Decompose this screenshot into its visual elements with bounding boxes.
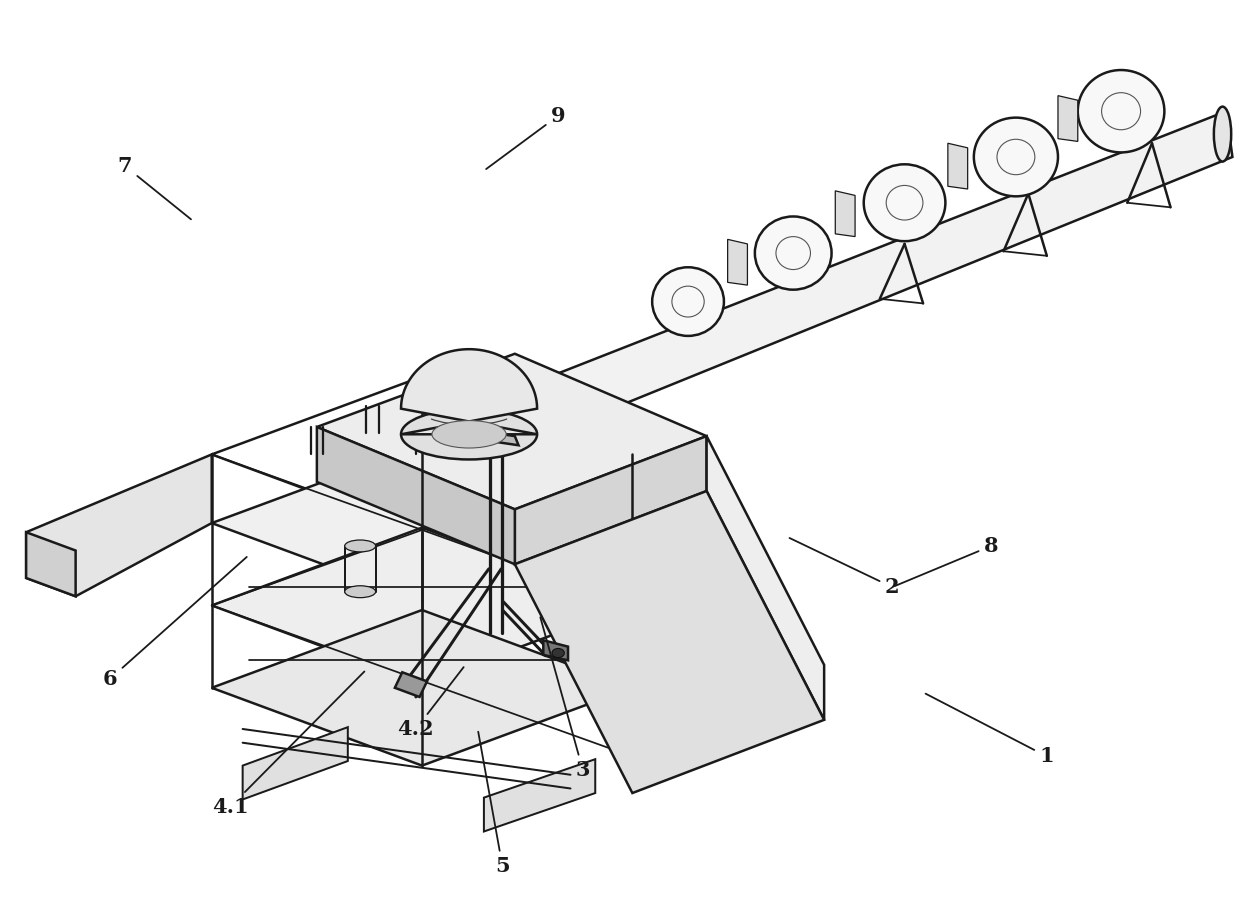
Ellipse shape [552, 648, 564, 657]
Text: 7: 7 [118, 156, 191, 219]
Ellipse shape [973, 118, 1058, 196]
Ellipse shape [652, 267, 724, 336]
Text: 4.2: 4.2 [398, 667, 464, 739]
Text: 8: 8 [895, 536, 998, 586]
Polygon shape [836, 191, 856, 237]
Polygon shape [26, 454, 212, 597]
Text: 6: 6 [103, 557, 247, 688]
Text: 5: 5 [479, 732, 510, 877]
Ellipse shape [1078, 70, 1164, 152]
Ellipse shape [864, 164, 945, 241]
Polygon shape [212, 445, 632, 601]
Polygon shape [707, 436, 825, 720]
Polygon shape [212, 528, 632, 683]
Text: 1: 1 [925, 694, 1054, 767]
Polygon shape [212, 610, 632, 766]
Ellipse shape [1214, 106, 1231, 162]
Polygon shape [543, 640, 568, 660]
Ellipse shape [345, 586, 376, 598]
Polygon shape [484, 431, 518, 445]
Polygon shape [515, 491, 825, 793]
Ellipse shape [345, 540, 376, 552]
Ellipse shape [755, 217, 832, 290]
Polygon shape [243, 727, 347, 800]
Polygon shape [515, 436, 707, 565]
Text: 3: 3 [541, 617, 590, 780]
Polygon shape [947, 143, 967, 189]
Polygon shape [394, 672, 427, 697]
Polygon shape [401, 349, 537, 434]
Polygon shape [515, 111, 1233, 441]
Text: 2: 2 [790, 538, 899, 597]
Polygon shape [728, 240, 748, 285]
Polygon shape [26, 532, 76, 597]
Polygon shape [484, 759, 595, 832]
Polygon shape [1058, 95, 1078, 141]
Ellipse shape [401, 409, 537, 459]
Ellipse shape [432, 420, 506, 448]
Text: 4.1: 4.1 [212, 671, 365, 817]
Polygon shape [317, 427, 515, 565]
Text: 9: 9 [486, 106, 565, 169]
Polygon shape [317, 353, 707, 509]
